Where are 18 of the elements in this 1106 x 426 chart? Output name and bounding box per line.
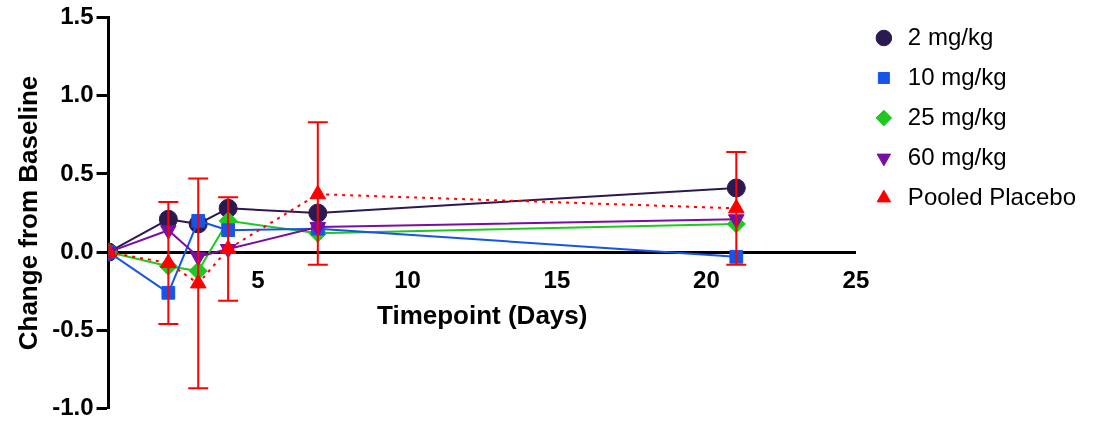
y-axis-title: Change from Baseline <box>12 75 43 351</box>
x-tick-label: 15 <box>543 266 571 294</box>
legend-label: 25 mg/kg <box>907 102 1007 130</box>
x-tick-label: 10 <box>394 266 421 294</box>
x-axis-title: Timepoint (Days) <box>376 299 588 330</box>
x-tick-label: 5 <box>251 266 265 294</box>
legend-label: 10 mg/kg <box>907 62 1007 90</box>
x-tick-label: 20 <box>693 266 720 294</box>
legend-label: 2 mg/kg <box>907 22 994 50</box>
y-tick-label: -1.0 <box>52 393 94 421</box>
legend-label: Pooled Placebo <box>907 182 1077 210</box>
y-tick-label: 0.5 <box>60 158 94 186</box>
y-tick-label: 1.5 <box>60 2 94 30</box>
y-tick-label: 0.0 <box>60 236 94 264</box>
legend-label: 60 mg/kg <box>907 142 1007 170</box>
y-tick-label: 1.0 <box>60 80 94 108</box>
x-tick-label: 25 <box>842 266 870 294</box>
y-tick-label: -0.5 <box>52 314 94 342</box>
